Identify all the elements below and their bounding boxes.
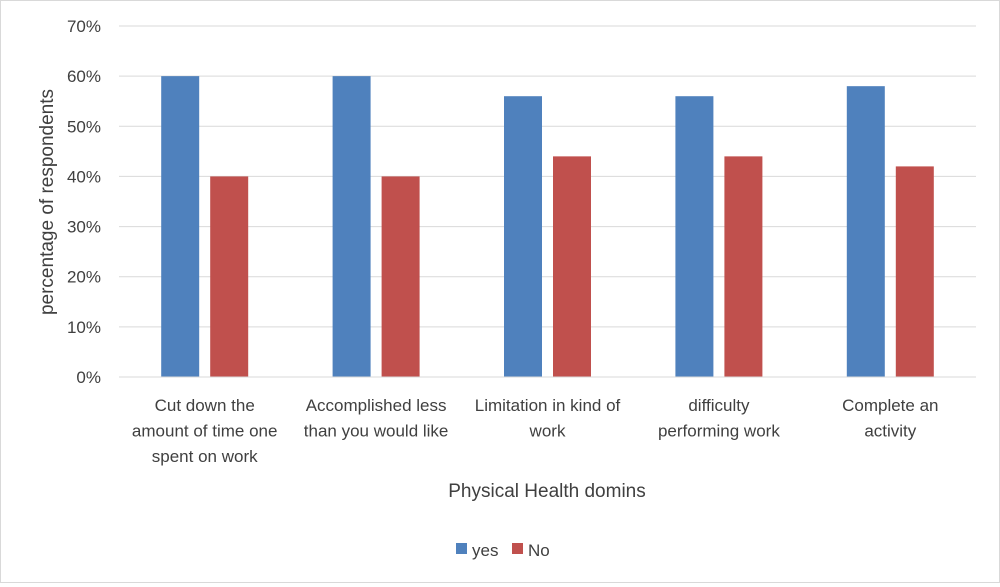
x-category-label: amount of time one <box>132 422 278 441</box>
bars <box>161 76 934 378</box>
y-tick-label: 30% <box>67 218 101 237</box>
x-category-label: Limitation in kind of <box>475 396 621 415</box>
bar-no-5 <box>895 166 934 377</box>
bar-yes-3 <box>504 96 542 377</box>
x-category-label: work <box>529 422 566 441</box>
legend-swatch-yes <box>456 543 467 554</box>
x-axis-category-labels: Cut down the amount of time one spent on w… <box>132 396 939 466</box>
bar-no-4 <box>724 156 763 377</box>
x-category-label: than you would like <box>304 422 449 441</box>
x-category-label: Complete an <box>842 396 938 415</box>
legend-label-no: No <box>528 541 550 560</box>
gridlines <box>119 25 976 328</box>
y-tick-label: 50% <box>67 117 101 136</box>
y-tick-label: 70% <box>67 17 101 36</box>
bar-no-2 <box>381 176 420 377</box>
x-category-label: Cut down the <box>155 396 255 415</box>
x-category-label: Accomplished less <box>306 396 447 415</box>
x-category-label: activity <box>864 422 916 441</box>
legend-swatch-no <box>512 543 523 554</box>
x-category-label: performing work <box>658 422 780 441</box>
x-category-label: spent on work <box>152 447 258 466</box>
bar-yes-1 <box>161 76 200 378</box>
bar-yes-2 <box>332 76 371 378</box>
y-tick-label: 60% <box>67 67 101 86</box>
y-axis-title: percentage of respondents <box>37 89 58 315</box>
legend-label-yes: yes <box>472 541 498 560</box>
y-tick-label: 0% <box>76 368 101 387</box>
y-tick-label: 40% <box>67 167 101 186</box>
y-axis-tick-labels: 0% 10% 20% 30% 40% 50% 60% 70% <box>67 17 101 387</box>
bar-yes-5 <box>846 86 885 378</box>
bar-no-1 <box>210 176 249 377</box>
y-tick-label: 20% <box>67 268 101 287</box>
x-axis-title: Physical Health domins <box>448 481 645 502</box>
bar-yes-4 <box>675 96 714 377</box>
y-tick-label: 10% <box>67 318 101 337</box>
bar-no-3 <box>553 156 591 377</box>
x-category-label: difficulty <box>688 396 750 415</box>
legend: yes No <box>456 541 550 560</box>
